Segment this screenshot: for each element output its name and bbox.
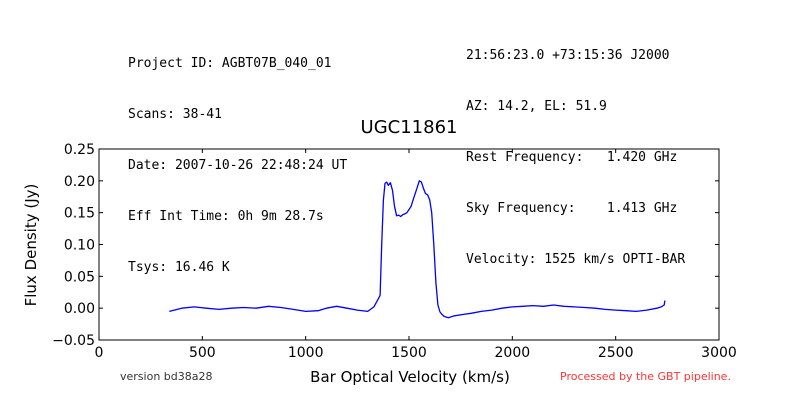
scans-text: Scans: 38-41 [128,107,222,122]
pipeline-credit: Processed by the GBT pipeline. [560,370,731,383]
x-tick-label: 500 [189,345,216,361]
x-tick-label: 2000 [495,345,531,361]
version-label: version bd38a28 [120,370,213,383]
spectrum-line-0 [169,180,666,319]
integration-time-text: Eff Int Time: 0h 9m 28.7s [128,209,324,224]
y-tick-label: −0.05 [52,333,95,349]
az-el-text: AZ: 14.2, EL: 51.9 [466,99,607,114]
y-tick-label: 0.20 [64,174,95,190]
project-id-text: Project ID: AGBT07B_040_01 [128,56,332,71]
x-tick-label: 0 [95,345,104,361]
chart-title: UGC11861 [361,117,458,138]
y-tick-label: 0.10 [64,238,95,254]
tsys-text: Tsys: 16.46 K [128,260,230,275]
sky-frequency-text: Sky Frequency: 1.413 GHz [466,201,678,216]
date-text: Date: 2007-10-26 22:48:24 UT [128,158,348,173]
header-right: 21:56:23.0 +73:15:36 J2000 AZ: 14.2, EL:… [466,13,685,285]
y-axis-label: Flux Density (Jy) [22,184,40,307]
series-layer [169,180,666,319]
y-tick-label: 0.15 [64,206,95,222]
x-axis-label: Bar Optical Velocity (km/s) [310,368,510,386]
y-tick-label: 0.00 [64,301,95,317]
velocity-text: Velocity: 1525 km/s OPTI-BAR [466,252,686,267]
x-tick-label: 3000 [701,345,737,361]
y-tick-label: 0.05 [64,269,95,285]
header-left: Project ID: AGBT07B_040_01 Scans: 38-41 … [128,21,347,293]
x-tick-label: 1000 [288,345,324,361]
axis-ticks: 0 500 1000 1500 2000 2500 3000 −0.05 0.00 0.05 0.1… [52,142,737,361]
x-tick-label: 1500 [391,345,427,361]
rest-frequency-text: Rest Frequency: 1.420 GHz [466,150,678,165]
x-tick-label: 2500 [598,345,634,361]
y-tick-label: 0.25 [64,142,95,158]
coordinates-text: 21:56:23.0 +73:15:36 J2000 [466,48,670,63]
